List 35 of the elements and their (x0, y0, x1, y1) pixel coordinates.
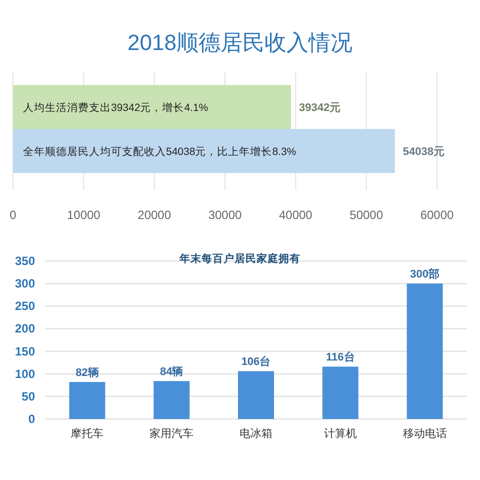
data-label: 84辆 (160, 365, 184, 378)
x-tick-label: 60000 (420, 208, 454, 222)
chart-title: 2018顺德居民收入情况 (128, 30, 352, 55)
y-tick-label: 0 (28, 412, 36, 426)
y-tick-label: 50 (22, 389, 36, 404)
y-tick-label: 100 (14, 366, 36, 381)
data-label: 300部 (410, 268, 440, 281)
bar (154, 381, 190, 419)
y-tick-label: 300 (14, 276, 36, 291)
bar (69, 382, 106, 419)
y-tick-label: 250 (14, 299, 36, 314)
x-tick-label: 电冰箱 (240, 427, 272, 440)
x-tick-label: 移动电话 (402, 427, 447, 440)
data-label: 82辆 (76, 366, 99, 379)
y-tick-label: 全年顺德居民人均可支配收入54038元，比上年增长8.3% (23, 145, 296, 158)
y-tick-label: 150 (14, 344, 36, 358)
x-tick-label: 家用汽车 (150, 427, 194, 440)
x-tick-label: 摩托车 (70, 427, 104, 440)
x-tick-label: 10000 (66, 208, 101, 222)
y-tick-label: 200 (14, 322, 36, 336)
x-tick-label: 50000 (350, 208, 384, 222)
chart-title: 年末每百户居民家庭拥有 (178, 252, 300, 265)
bar (406, 284, 443, 419)
x-tick-label: 30000 (208, 208, 242, 222)
y-tick-label: 人均生活消费支出39342元，增长4.1% (23, 101, 208, 114)
x-tick-label: 40000 (278, 208, 313, 222)
x-tick-label: 计算机 (324, 427, 357, 440)
bar (322, 366, 358, 419)
data-label: 106台 (241, 355, 271, 368)
bar (238, 371, 274, 419)
data-label: 54038元 (402, 146, 444, 158)
x-tick-label: 20000 (138, 208, 172, 222)
data-label: 39342元 (299, 102, 341, 114)
data-label: 116台 (326, 350, 355, 364)
y-tick-label: 350 (14, 254, 36, 268)
